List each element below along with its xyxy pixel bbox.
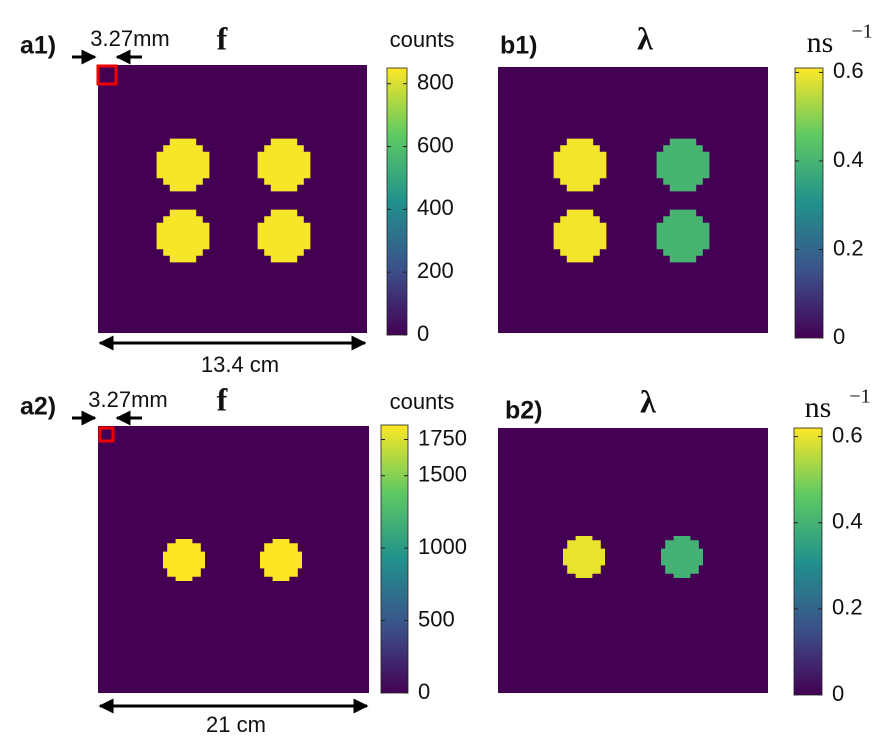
colorbar-tick-label: 0.2 bbox=[832, 595, 863, 620]
inclusion bbox=[156, 138, 210, 192]
colorbar-tick-label: 0.6 bbox=[833, 58, 864, 83]
inclusion bbox=[553, 209, 607, 263]
image-background bbox=[98, 426, 369, 693]
colorbar bbox=[380, 424, 409, 694]
panel-label: a1) bbox=[20, 32, 56, 60]
colorbar-tick-label: 600 bbox=[417, 132, 454, 157]
panel-label: b2) bbox=[505, 397, 543, 425]
colorbar-tick-label: 1750 bbox=[418, 425, 467, 450]
panel-label: b1) bbox=[500, 32, 538, 60]
inclusion bbox=[563, 536, 605, 578]
colorbar-tick-label: 800 bbox=[417, 70, 454, 95]
panel-label: a2) bbox=[20, 393, 56, 421]
extent-label: 21 cm bbox=[206, 712, 266, 737]
inclusion bbox=[661, 536, 703, 578]
colorbar-tick-label: 1000 bbox=[418, 534, 467, 559]
colorbar bbox=[386, 67, 408, 336]
image-background bbox=[498, 428, 768, 693]
colorbar-label: counts bbox=[390, 27, 455, 52]
inclusion bbox=[656, 209, 710, 263]
colorbar-tick-label: 500 bbox=[418, 606, 455, 631]
image-background bbox=[98, 65, 367, 333]
panel-title: λ bbox=[640, 383, 656, 419]
inclusion bbox=[163, 539, 205, 581]
inclusion bbox=[553, 138, 607, 192]
image-background bbox=[498, 67, 768, 333]
colorbar-tick-label: 0 bbox=[833, 324, 845, 349]
colorbar-label: ns bbox=[805, 391, 832, 424]
extent-label: 13.4 cm bbox=[201, 352, 279, 377]
pixel-size-label: 3.27mm bbox=[90, 26, 169, 51]
colorbar-label: counts bbox=[390, 389, 455, 414]
colorbar-tick-label: 0.4 bbox=[832, 509, 863, 534]
colorbar-tick-label: 0 bbox=[832, 681, 844, 706]
pixel-marker bbox=[96, 64, 118, 86]
colorbar-label-exponent: −1 bbox=[849, 386, 870, 408]
pixel-size-label: 3.27mm bbox=[88, 387, 167, 412]
colorbar-tick-label: 400 bbox=[417, 195, 454, 220]
colorbar bbox=[793, 427, 823, 696]
colorbar-tick-label: 0 bbox=[418, 679, 430, 704]
panel-title: λ bbox=[637, 20, 653, 56]
inclusion bbox=[257, 209, 311, 263]
inclusion bbox=[156, 209, 210, 263]
colorbar-tick-label: 1500 bbox=[418, 462, 467, 487]
colorbar bbox=[794, 67, 824, 339]
inclusion bbox=[257, 138, 311, 192]
colorbar-tick-label: 200 bbox=[417, 258, 454, 283]
colorbar-label: ns bbox=[807, 26, 834, 59]
colorbar-tick-label: 0 bbox=[417, 321, 429, 346]
panel-title: f bbox=[217, 381, 228, 417]
colorbar-tick-label: 0.2 bbox=[833, 235, 864, 260]
pixel-marker bbox=[98, 426, 115, 443]
colorbar-tick-label: 0.6 bbox=[832, 422, 863, 447]
inclusion bbox=[260, 539, 302, 581]
panel-title: f bbox=[217, 20, 228, 56]
colorbar-label-exponent: −1 bbox=[851, 21, 872, 43]
colorbar-tick-label: 0.4 bbox=[833, 147, 864, 172]
inclusion bbox=[656, 138, 710, 192]
